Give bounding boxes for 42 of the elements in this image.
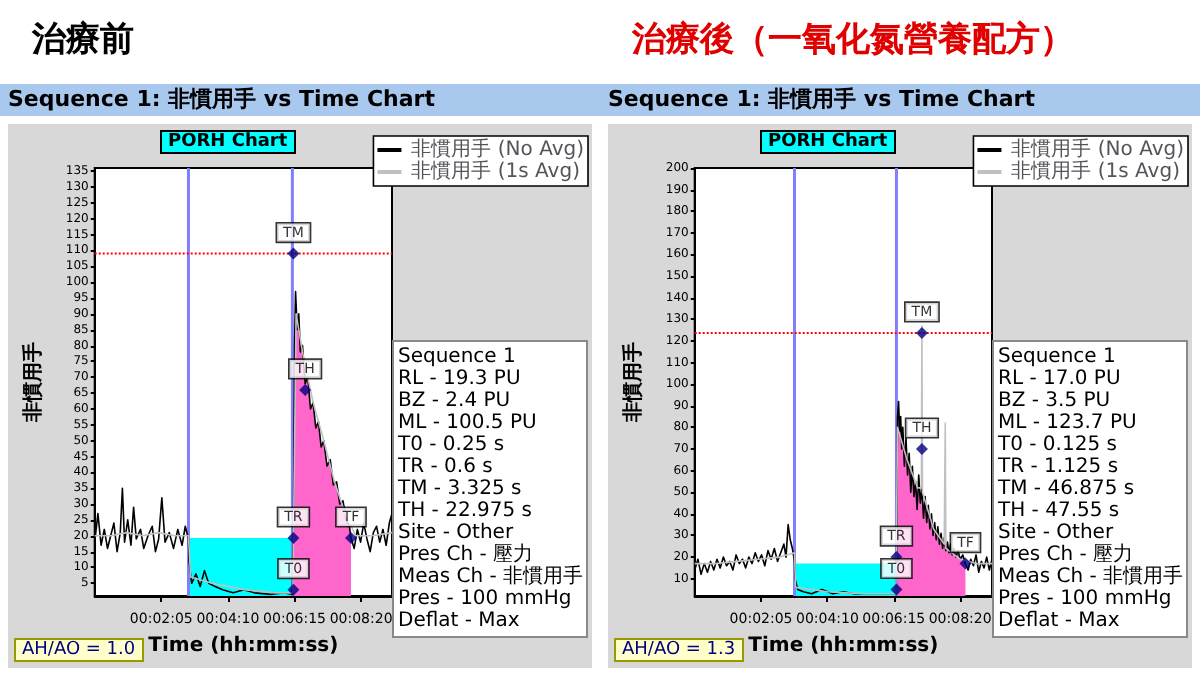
- chart-title: 治療前: [32, 18, 134, 62]
- text: Deflat - Max: [998, 610, 1122, 632]
- text: Site - Other: [998, 522, 1114, 544]
- text: RL - 17.0 PU: [998, 368, 1123, 390]
- chart-subtitle: Sequence 1: 非慣用手 vs Time Chart: [600, 84, 1200, 116]
- x-axis-title: Time (hh:mm:ss): [748, 634, 939, 657]
- legend-label: 非慣用手 (No Avg): [411, 137, 585, 161]
- legend-label: 非慣用手 (No Avg): [1011, 137, 1185, 161]
- text: AH/AO = 1.0: [14, 638, 144, 662]
- x-axis-title: Time (hh:mm:ss): [148, 634, 339, 657]
- legend-label: 非慣用手 (1s Avg): [411, 159, 581, 183]
- text: Pres - 100 mmHg: [998, 588, 1174, 610]
- text: RL - 19.3 PU: [398, 368, 523, 390]
- text: Deflat - Max: [398, 610, 522, 632]
- text: T0 - 0.125 s: [998, 434, 1119, 456]
- legend-label: 非慣用手 (1s Avg): [1011, 159, 1181, 183]
- text: BZ - 3.5 PU: [998, 390, 1113, 412]
- text: PORH Chart: [760, 130, 896, 154]
- text: Meas Ch - 非慣用手: [998, 566, 1184, 588]
- y-axis-title: 非慣用手: [621, 342, 645, 424]
- text: TM - 3.325 s: [398, 478, 524, 500]
- text: Pres - 100 mmHg: [398, 588, 574, 610]
- y-axis-title: 非慣用手: [21, 342, 45, 424]
- text: PORH Chart: [160, 130, 296, 154]
- text: Pres Ch - 壓力: [998, 544, 1134, 566]
- text: TH - 22.975 s: [398, 500, 534, 522]
- text: TM - 46.875 s: [998, 478, 1137, 500]
- chart-title: 治療後（一氧化氮營養配方）: [632, 18, 1074, 62]
- text: TR - 1.125 s: [998, 456, 1121, 478]
- text: Site - Other: [398, 522, 514, 544]
- chart-subtitle: Sequence 1: 非慣用手 vs Time Chart: [0, 84, 600, 116]
- text: Sequence 1: [398, 346, 518, 368]
- text: Sequence 1: [998, 346, 1118, 368]
- text: Pres Ch - 壓力: [398, 544, 534, 566]
- text: ML - 100.5 PU: [398, 412, 539, 434]
- text: TH - 47.55 s: [998, 500, 1122, 522]
- text: AH/AO = 1.3: [614, 638, 744, 662]
- text: BZ - 2.4 PU: [398, 390, 513, 412]
- text: ML - 123.7 PU: [998, 412, 1139, 434]
- text: T0 - 0.25 s: [398, 434, 507, 456]
- text: TR - 0.6 s: [398, 456, 495, 478]
- text: Meas Ch - 非慣用手: [398, 566, 584, 588]
